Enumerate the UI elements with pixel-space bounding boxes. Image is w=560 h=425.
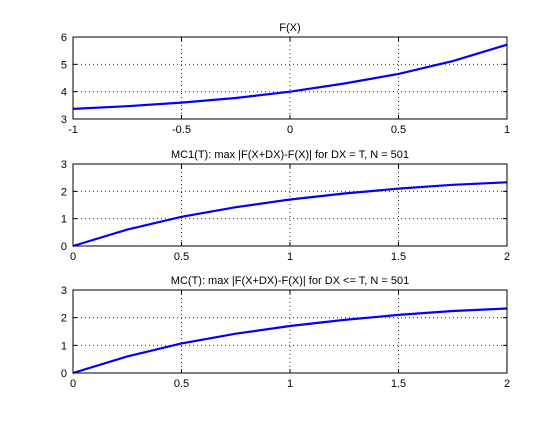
y-tick-label: 1 [61, 340, 67, 352]
y-tick-label: 0 [61, 241, 67, 253]
y-tick-label: 3 [61, 114, 67, 126]
y-tick-label: 0 [61, 368, 67, 380]
x-tick-label: 2 [504, 251, 510, 263]
y-tick-label: 6 [61, 32, 67, 44]
x-tick-label: 1 [287, 251, 293, 263]
series-line [72, 181, 508, 248]
x-tick-label: 1 [504, 124, 510, 136]
x-tick-label: -0.5 [172, 124, 191, 136]
axes-title: F(X) [279, 22, 300, 34]
y-tick-label: 3 [61, 285, 67, 297]
y-tick-label: 2 [61, 313, 67, 325]
x-tick-label: 0.5 [391, 124, 406, 136]
x-tick-label: 0.5 [174, 378, 189, 390]
x-tick-label: 0 [70, 378, 76, 390]
axes-title: MC(T): max |F(X+DX)-F(X)| for DX <= T, N… [171, 275, 409, 287]
x-tick-label: 0 [70, 251, 76, 263]
axes-1: -1 -0.5 0 0.5 1 3 4 5 6 F(X) [61, 22, 510, 136]
x-tick-label: 0.5 [174, 251, 189, 263]
series-line [72, 43, 508, 110]
axes-title: MC1(T): max |F(X+DX)-F(X)| for DX = T, N… [171, 149, 409, 161]
axes-3: 0 0.5 1 1.5 2 0 1 2 3 MC(T): max |F(X+DX)-F(X)| f… [61, 275, 510, 390]
x-tick-label: -1 [68, 124, 78, 136]
x-tick-label: 0 [287, 124, 293, 136]
y-tick-label: 1 [61, 214, 67, 226]
y-tick-label: 3 [61, 159, 67, 171]
x-tick-label: 1 [287, 378, 293, 390]
y-tick-label: 2 [61, 186, 67, 198]
y-tick-label: 4 [61, 87, 67, 99]
x-tick-label: 1.5 [391, 251, 406, 263]
axes-2: 0 0.5 1 1.5 2 0 1 2 3 MC1(T): max |F(X+DX)-F(X)| … [61, 149, 510, 263]
plot-area [73, 290, 507, 373]
y-tick-label: 5 [61, 59, 67, 71]
x-tick-label: 1.5 [391, 378, 406, 390]
x-tick-label: 2 [504, 378, 510, 390]
series-line [72, 307, 508, 375]
